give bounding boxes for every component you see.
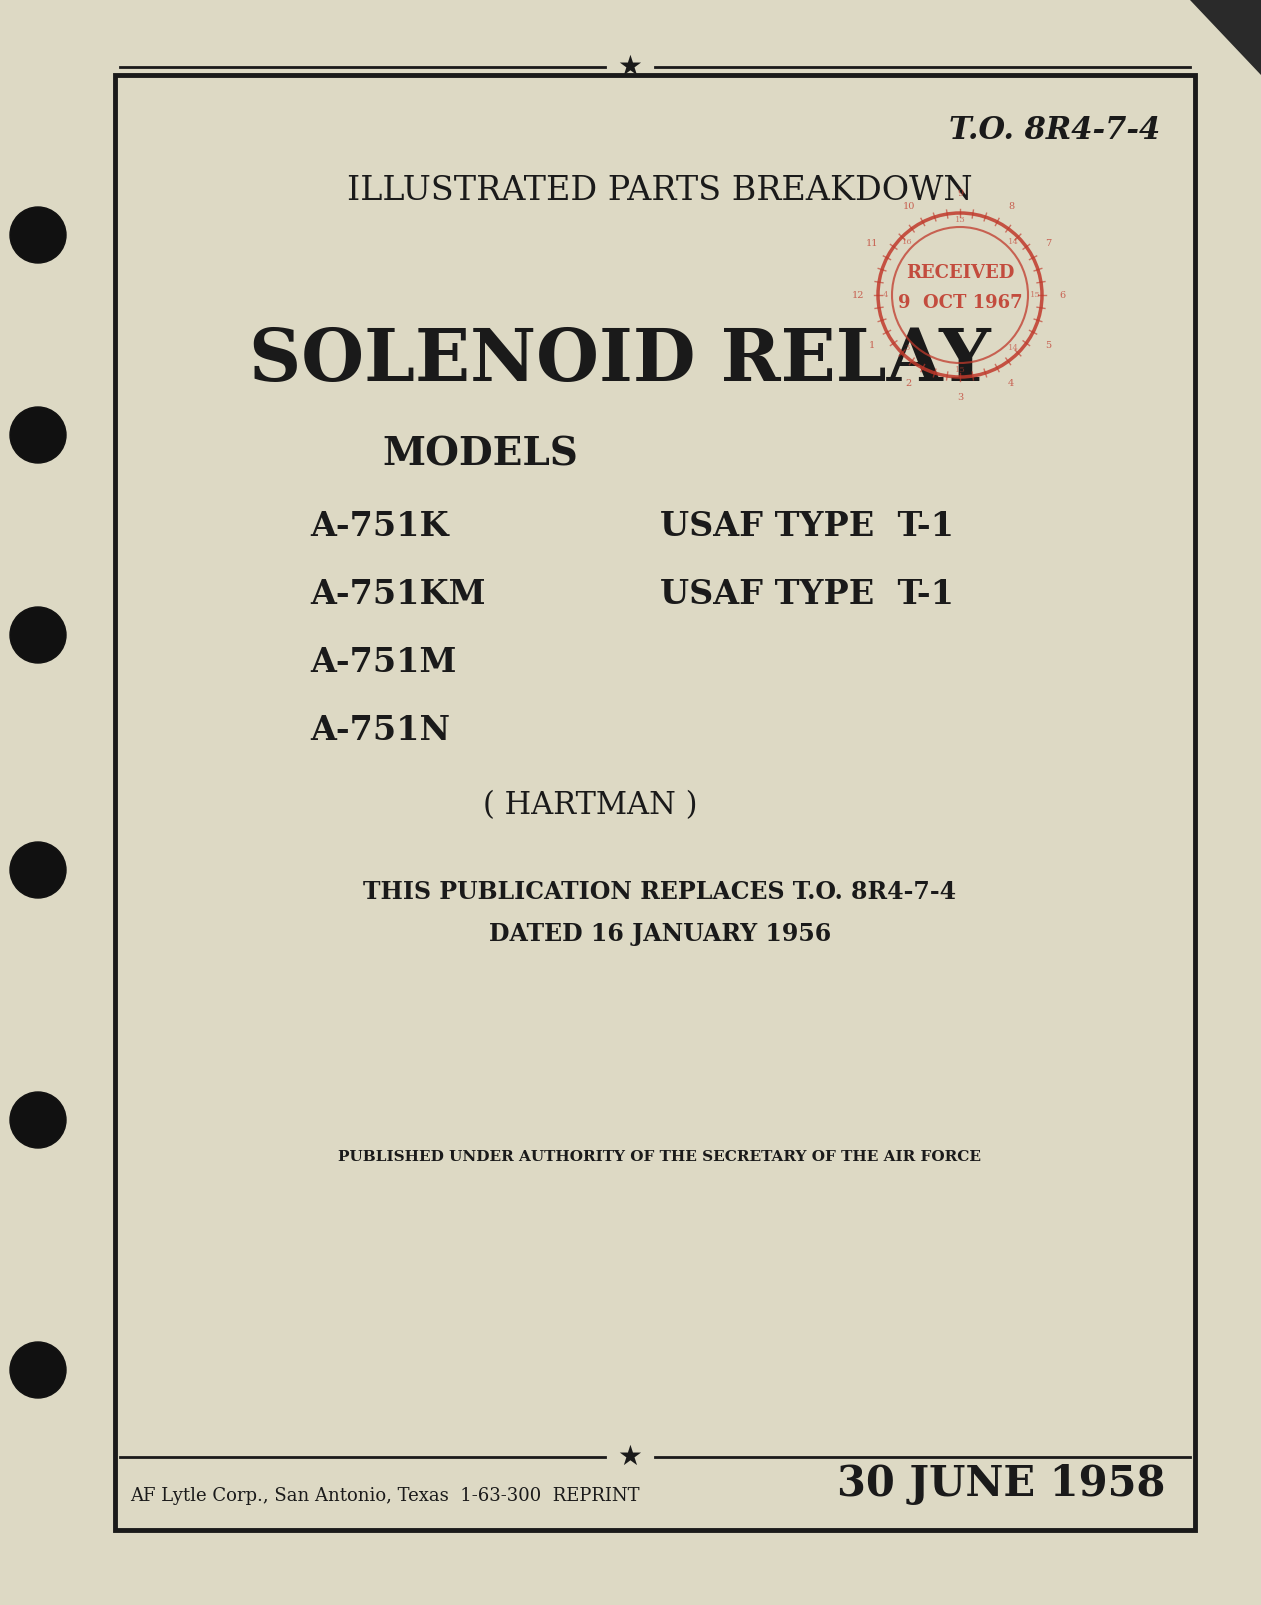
Text: A-751KM: A-751KM [310,578,485,612]
Text: 14: 14 [1008,343,1019,351]
Text: T.O. 8R4-7-4: T.O. 8R4-7-4 [948,116,1160,146]
Text: 9  OCT 1967: 9 OCT 1967 [898,294,1023,311]
Text: 11: 11 [865,239,878,249]
Text: 2: 2 [905,379,912,388]
Text: AF Lytle Corp., San Antonio, Texas  1-63-300  REPRINT: AF Lytle Corp., San Antonio, Texas 1-63-… [130,1486,639,1505]
Text: 6: 6 [1059,291,1066,300]
Text: MODELS: MODELS [382,435,578,473]
Text: 5: 5 [1045,342,1052,350]
Text: DATED 16 JANUARY 1956: DATED 16 JANUARY 1956 [489,921,831,945]
Text: 13: 13 [955,217,966,225]
Text: 9: 9 [957,188,963,197]
Text: ILLUSTRATED PARTS BREAKDOWN: ILLUSTRATED PARTS BREAKDOWN [347,175,972,207]
Text: 30 JUNE 1958: 30 JUNE 1958 [836,1464,1165,1505]
Text: ★: ★ [618,1443,642,1472]
Text: 10: 10 [903,202,915,212]
Bar [115,75,1195,1530]
Circle shape [10,408,66,462]
Text: 16: 16 [902,238,912,246]
Circle shape [10,607,66,663]
Text: 12: 12 [851,291,864,300]
Circle shape [10,1342,66,1398]
Text: 4: 4 [1008,379,1014,388]
Text: 3: 3 [904,343,909,351]
Text: 7: 7 [1045,239,1052,249]
Text: 8: 8 [1008,202,1014,212]
Text: A-751M: A-751M [310,645,456,679]
Text: A-751K: A-751K [310,510,449,542]
Text: ★: ★ [618,53,642,80]
Polygon shape [1190,0,1261,75]
Text: PUBLISHED UNDER AUTHORITY OF THE SECRETARY OF THE AIR FORCE: PUBLISHED UNDER AUTHORITY OF THE SECRETA… [338,1151,981,1164]
Text: 15: 15 [955,366,966,374]
Text: USAF TYPE  T-1: USAF TYPE T-1 [660,510,955,542]
Text: 4: 4 [883,291,888,299]
Circle shape [10,1091,66,1148]
Text: USAF TYPE  T-1: USAF TYPE T-1 [660,578,955,612]
Text: 14: 14 [1008,238,1019,246]
Circle shape [10,843,66,899]
Text: THIS PUBLICATION REPLACES T.O. 8R4-7-4: THIS PUBLICATION REPLACES T.O. 8R4-7-4 [363,880,957,904]
Text: 3: 3 [957,393,963,401]
Text: 1: 1 [869,342,875,350]
Text: RECEIVED: RECEIVED [905,263,1014,282]
Text: SOLENOID RELAY: SOLENOID RELAY [250,324,991,396]
Circle shape [10,207,66,263]
Text: 15: 15 [1030,291,1040,299]
Text: ( HARTMAN ): ( HARTMAN ) [483,790,697,822]
Text: A-751N: A-751N [310,714,450,746]
